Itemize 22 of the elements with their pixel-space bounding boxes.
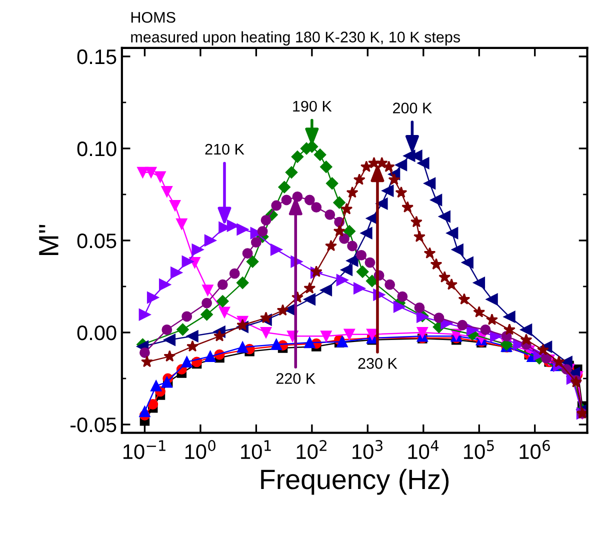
y-tick-label: 0.10 [77,141,116,156]
x-tick-label: 10$^{1}$ [241,440,271,460]
annotation: 220 K [276,373,316,384]
chart-title: HOMS [131,12,176,23]
y-tick-label: 0.05 [77,233,116,248]
x-tick-label: 10$^{2}$ [296,440,326,460]
x-tick-label: 10$^{0}$ [185,440,216,460]
x-tick-label: 10$^{5}$ [464,440,494,460]
annotation: 190 K [293,100,332,112]
annotation: 200 K [393,102,432,114]
x-tick-label: 10$^{6}$ [520,440,550,460]
y-tick-label: -0.05 [70,418,116,432]
x-tick-label: 10$^{4}$ [408,440,439,460]
y-tick-label: 0.15 [77,49,116,64]
x-axis-title: Frequency (Hz) [261,468,449,495]
y-axis-title: M'' [39,224,58,255]
chart-subtitle: measured upon heating 180 K-230 K, 10 K steps [131,31,460,46]
y-tick-label: 0.00 [77,325,116,340]
annotation: 230 K [358,358,398,369]
x-tick-label: 10$^{3}$ [352,440,382,460]
annotation: 210 K [205,144,244,155]
x-tick-label: 10$^{−1}$ [123,440,166,460]
